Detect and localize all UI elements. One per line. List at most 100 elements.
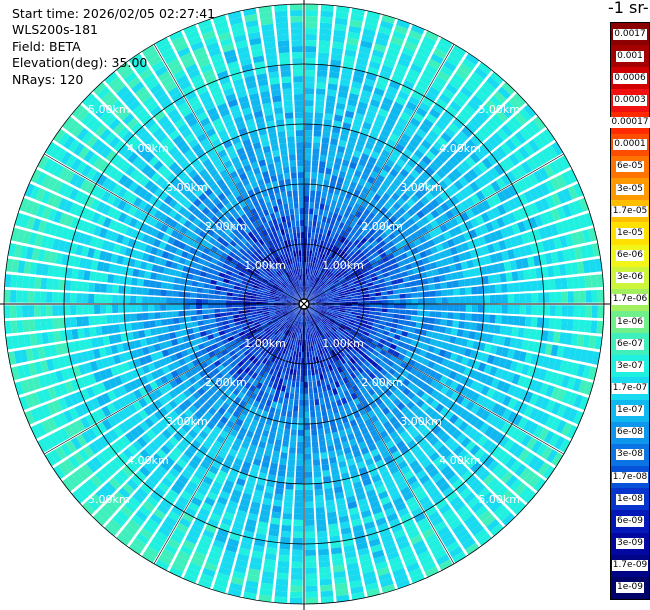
ray-gate	[355, 343, 362, 349]
ray-gate	[415, 469, 427, 480]
ray-gate	[308, 296, 314, 301]
ray-gate	[334, 17, 348, 26]
ray-gate	[330, 316, 337, 321]
ray-gate	[315, 404, 321, 412]
ray-gate	[385, 281, 392, 287]
ray-gate	[292, 375, 297, 382]
ray-gate	[313, 393, 319, 400]
ray-gate	[353, 118, 363, 127]
ray-gate	[317, 337, 321, 344]
ray-gate	[418, 235, 427, 244]
ray-gate	[452, 362, 461, 372]
ray-gate	[357, 328, 365, 334]
ray-gate	[408, 502, 420, 512]
ray-gate	[417, 175, 427, 185]
ray-gate	[317, 272, 322, 278]
ray-gate	[313, 465, 321, 472]
ray-gate	[391, 74, 403, 85]
ray-gate	[321, 347, 326, 355]
ray-gate	[327, 301, 334, 303]
ray-gate	[391, 523, 403, 534]
ray-gate	[313, 387, 318, 394]
ray-gate	[476, 323, 483, 332]
ray-gate	[343, 402, 350, 411]
ray-gate	[329, 535, 341, 543]
ray-gate	[308, 321, 312, 328]
ray-gate	[378, 572, 392, 582]
ray-gate	[4, 305, 11, 319]
ray-gate	[522, 176, 534, 189]
ray-gate	[293, 320, 297, 326]
ray-gate	[229, 415, 238, 424]
ray-gate	[305, 555, 317, 562]
ray-gate	[351, 7, 365, 17]
ray-gate	[393, 294, 400, 299]
ray-gate	[341, 472, 350, 480]
ray-gate	[409, 321, 417, 328]
ray-gate	[291, 326, 296, 332]
ray-gate	[395, 534, 408, 545]
ray-gate	[248, 444, 257, 453]
ray-gate	[399, 445, 410, 455]
ray-gate	[409, 280, 417, 287]
ray-gate	[403, 244, 411, 252]
ray-gate	[477, 533, 492, 546]
ray-gate	[431, 173, 442, 183]
ray-gate	[483, 233, 492, 244]
ray-gate	[421, 323, 429, 330]
ray-gate	[326, 311, 333, 315]
ray-gate	[314, 295, 321, 300]
ray-gate	[452, 254, 461, 263]
ray-gate	[244, 586, 258, 595]
ray-gate	[381, 449, 391, 459]
ray-gate	[341, 384, 348, 392]
ray-gate	[327, 408, 333, 416]
ray-gate	[507, 397, 518, 410]
ray-gate	[274, 389, 281, 397]
ray-gate	[449, 100, 462, 113]
ray-gate	[256, 527, 268, 535]
ray-gate	[309, 208, 314, 215]
ray-gate	[311, 313, 316, 319]
ray-gate	[432, 363, 441, 372]
ray-gate	[495, 146, 508, 159]
ray-gate	[523, 391, 534, 403]
ray-gate	[136, 313, 143, 321]
ray-gate	[477, 286, 484, 295]
ray-gate	[216, 321, 223, 327]
ray-gate	[490, 71, 504, 85]
ray-gate	[326, 280, 332, 285]
ray-gate	[202, 529, 215, 539]
ray-gate	[327, 211, 334, 219]
ray-gate	[177, 495, 190, 507]
ray-gate	[16, 305, 23, 318]
ray-gate	[274, 596, 288, 604]
ray-gate	[455, 203, 465, 214]
ray-gate	[449, 183, 459, 194]
ray-gate	[416, 389, 425, 398]
ray-gate	[389, 258, 397, 265]
ray-gate	[345, 173, 353, 181]
ray-gate	[366, 337, 374, 343]
ray-gate	[417, 310, 424, 316]
ray-gate	[344, 489, 355, 498]
ray-gate	[351, 309, 358, 313]
ray-gate	[342, 340, 349, 347]
ray-gate	[292, 319, 296, 326]
ray-gate	[316, 524, 327, 532]
ray-gate	[465, 296, 472, 304]
ray-gate	[339, 278, 346, 283]
ray-gate	[310, 417, 316, 424]
ray-gate	[315, 285, 320, 291]
ray-gate	[397, 353, 406, 361]
ray-gate	[214, 290, 221, 295]
ray-gate	[364, 418, 373, 427]
ray-gate	[307, 327, 311, 334]
ray-gate	[294, 501, 303, 508]
ray-gate	[292, 549, 303, 556]
ray-gate	[535, 267, 543, 279]
ray-gate	[432, 236, 441, 245]
ray-gate	[342, 252, 348, 260]
ray-gate	[334, 443, 343, 451]
ray-gate	[172, 317, 180, 324]
